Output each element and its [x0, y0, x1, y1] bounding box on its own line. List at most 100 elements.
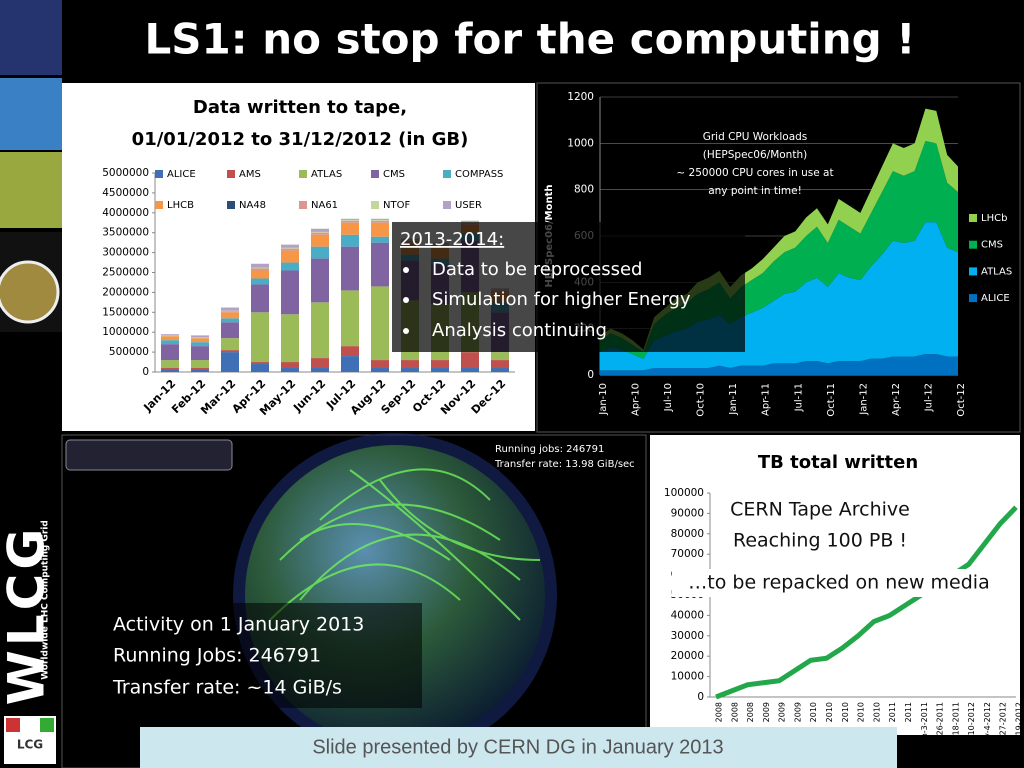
legend-label: CMS — [981, 240, 1003, 251]
x-tick-label: Jan-12 — [858, 383, 869, 416]
x-tick-label: Feb-10-2012 — [967, 702, 976, 752]
bar-segment — [311, 302, 329, 359]
globe-status: Running jobs: 246791 — [495, 444, 604, 455]
bar-segment — [371, 219, 389, 221]
x-tick-label: 2011 — [888, 702, 897, 722]
y-tick-label: 3500000 — [102, 227, 149, 239]
legend-swatch — [443, 201, 451, 209]
x-tick-label: Oct-10 — [696, 383, 707, 417]
bar-segment — [221, 338, 239, 351]
legend-label: ALICE — [981, 293, 1010, 304]
overlay-bullet: Data to be reprocessed — [432, 259, 642, 280]
bar-segment — [251, 263, 269, 268]
bar-segment — [371, 222, 389, 237]
y-tick-label: 1000000 — [102, 326, 149, 338]
sidebar-globe — [0, 260, 60, 324]
y-tick-label: 40000 — [671, 609, 704, 621]
legend-label: AMS — [239, 169, 261, 180]
x-tick-label: Jul-11 — [793, 383, 804, 412]
legend-swatch — [969, 240, 977, 249]
bar-segment — [461, 368, 479, 372]
globe: Running jobs: 246791 Transfer rate: 13.9… — [65, 433, 635, 757]
bar-segment — [491, 352, 509, 361]
x-tick-label: 2010 — [841, 702, 850, 722]
bar-segment — [341, 290, 359, 347]
x-tick-label: Oct-12 — [956, 383, 967, 417]
globe-caption: Activity on 1 January 2013 — [113, 614, 364, 636]
legend-swatch — [155, 201, 163, 209]
bar-segment — [371, 368, 389, 372]
bar-segment — [371, 218, 389, 220]
bar-segment — [371, 360, 389, 369]
bar-segment — [281, 244, 299, 248]
annotation: any point in time! — [708, 185, 802, 197]
legend-swatch — [969, 294, 977, 303]
bar-segment — [341, 218, 359, 220]
y-tick-label: 90000 — [671, 507, 704, 519]
bar-segment — [281, 270, 299, 315]
bar-segment — [191, 360, 209, 369]
legend-label: COMPASS — [455, 169, 503, 180]
legend-label: LHCb — [981, 213, 1007, 224]
bar-segment — [311, 234, 329, 247]
y-tick-label: 0 — [142, 366, 149, 378]
x-tick-label: 2011 — [904, 702, 913, 722]
sidebar-image — [0, 0, 62, 75]
y-tick-label: 3000000 — [102, 247, 149, 259]
x-tick-label: Jul-27-2012 — [999, 702, 1008, 749]
x-tick-label: 2010 — [825, 702, 834, 722]
sidebar-image — [0, 152, 62, 228]
overlay-box — [392, 222, 745, 352]
sidebar-image — [0, 78, 62, 150]
y-tick-label: 2000000 — [102, 286, 149, 298]
bar-segment — [281, 314, 299, 363]
line — [715, 505, 1018, 700]
chart-title: Data written to tape, — [193, 97, 407, 118]
legend-label: NA48 — [239, 200, 266, 211]
y-tick-label: 0 — [697, 691, 704, 703]
bar-segment — [221, 352, 239, 372]
x-tick-label: 2010 — [857, 702, 866, 722]
x-tick-label: Jan-11 — [728, 383, 739, 416]
bar-segment — [281, 368, 299, 372]
bar-segment — [311, 228, 329, 232]
legend-swatch — [227, 170, 235, 178]
legend-swatch — [299, 201, 307, 209]
globe-caption-box — [100, 603, 422, 708]
bar-segment — [341, 219, 359, 221]
bar-segment — [461, 352, 479, 369]
y-tick-label: 30000 — [671, 630, 704, 642]
badge-text: LCG — [17, 738, 43, 752]
y-tick-label: 80000 — [671, 528, 704, 540]
legend-label: USER — [455, 200, 482, 211]
bar-segment — [371, 220, 389, 223]
y-tick-label: 20000 — [671, 650, 704, 662]
bar-segment — [251, 362, 269, 365]
annotation: (HEPSpec06/Month) — [703, 149, 807, 161]
annotation-box — [712, 495, 928, 557]
bar-segment — [491, 360, 509, 369]
bar-segment — [191, 337, 209, 339]
bar-segment — [371, 286, 389, 361]
y-tick-label: 70000 — [671, 548, 704, 560]
y-tick-label: 100000 — [664, 487, 704, 499]
bar-segment — [221, 312, 239, 319]
bar-segment — [251, 267, 269, 269]
x-tick-label: Oct-19-2012 — [1015, 702, 1024, 752]
bar-segment — [191, 338, 209, 343]
player-widget — [65, 439, 233, 471]
bar-segment — [281, 247, 299, 249]
y-tick-label: 2500000 — [102, 267, 149, 279]
overlay-bullet: Simulation for higher Energy — [432, 289, 691, 310]
bar-segment — [161, 360, 179, 369]
bar-segment — [251, 268, 269, 271]
bar-segment — [161, 370, 179, 372]
bar-segment — [221, 311, 239, 313]
legend-swatch — [969, 214, 977, 222]
x-tick-label: Aug-26-2011 — [936, 702, 945, 754]
bar-segment — [371, 242, 389, 287]
badge-square — [6, 718, 20, 732]
x-tick-label: Apr-12 — [891, 383, 902, 416]
y-tick-label: 1500000 — [102, 306, 149, 318]
